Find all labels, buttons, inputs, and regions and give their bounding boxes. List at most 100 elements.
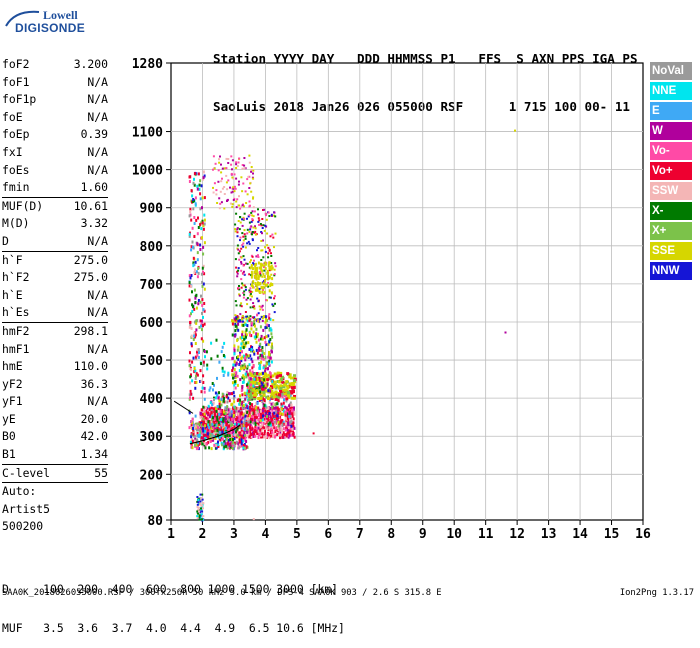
echo-point [198, 183, 201, 187]
echo-point [203, 350, 206, 353]
echo-point [223, 425, 226, 429]
y-tick-label: 400 [140, 392, 164, 407]
echo-point [239, 403, 242, 406]
echo-point [245, 375, 248, 379]
echo-point [270, 273, 273, 276]
echo-point [259, 396, 263, 400]
echo-point [255, 332, 258, 336]
echo-point [212, 155, 215, 158]
echo-point [250, 407, 253, 411]
echo-point [197, 428, 200, 432]
echo-point [232, 199, 235, 201]
logo-arc-icon [5, 10, 40, 27]
echo-point [274, 430, 277, 433]
echo-point [232, 373, 235, 377]
echo-point [250, 274, 253, 277]
echo-point [199, 430, 202, 434]
echo-point [279, 423, 282, 427]
echo-point [222, 394, 225, 398]
echo-point [229, 428, 232, 432]
echo-point [239, 367, 242, 371]
echo-point [194, 414, 197, 418]
echo-point [254, 376, 257, 380]
echo-point [263, 266, 265, 269]
echo-point [189, 210, 192, 214]
echo-point [218, 405, 221, 409]
echo-point [254, 275, 257, 279]
echo-point [243, 293, 246, 296]
echo-point [252, 172, 254, 175]
echo-point [270, 389, 274, 393]
echo-point [194, 443, 197, 447]
echo-point [218, 422, 221, 426]
echo-point [267, 334, 270, 338]
param-row: foF1p N/A [2, 91, 108, 109]
echo-point [188, 274, 191, 278]
echo-point [200, 504, 203, 507]
echo-point [258, 379, 262, 383]
echo-point [194, 377, 197, 380]
echo-point [242, 235, 245, 238]
echo-point [214, 162, 217, 165]
echo-point [279, 374, 282, 378]
echo-point [245, 335, 247, 339]
echo-point [251, 380, 255, 384]
echo-point [240, 176, 243, 179]
echo-point [269, 423, 272, 427]
echo-point [218, 161, 221, 164]
echo-point [238, 431, 241, 435]
echo-point [250, 327, 253, 331]
echo-point [253, 397, 256, 401]
echo-point [266, 323, 269, 327]
echo-point [290, 424, 293, 428]
param-row: h`Es N/A [2, 304, 108, 322]
echo-point [243, 420, 246, 424]
echo-point [266, 410, 269, 414]
echo-point [254, 264, 257, 268]
echo-point [212, 432, 215, 436]
echo-point [238, 436, 241, 440]
echo-point [262, 393, 266, 397]
echo-point [250, 270, 253, 274]
echo-point [242, 182, 245, 185]
echo-point [237, 407, 240, 410]
echo-point [202, 324, 204, 327]
echo-point [241, 218, 244, 221]
echo-point [259, 372, 263, 376]
echo-point [221, 187, 224, 190]
echo-point [193, 370, 196, 374]
echo-point [290, 396, 294, 400]
echo-point [242, 446, 245, 450]
echo-point [203, 302, 206, 305]
echo-point [256, 297, 259, 300]
echo-point [293, 406, 295, 410]
echo-point [201, 518, 203, 521]
echo-point [208, 429, 211, 432]
header-columns: Station YYYY DAY DDD HHMMSS P1 FFS S AXN… [213, 51, 638, 66]
echo-point [239, 351, 242, 355]
echo-point [203, 420, 205, 424]
echo-point [242, 242, 245, 245]
echo-point [202, 170, 205, 174]
echo-point [222, 419, 225, 423]
echo-point [241, 190, 244, 193]
echo-point [217, 421, 220, 425]
echo-point [196, 428, 198, 432]
echo-point [217, 428, 220, 432]
echo-point [203, 439, 205, 443]
echo-point [210, 341, 213, 345]
echo-point [230, 441, 233, 445]
echo-point [190, 334, 193, 338]
echo-point [208, 446, 211, 450]
echo-point [256, 372, 258, 375]
echo-point [201, 221, 204, 225]
echo-point [228, 427, 231, 431]
y-tick-label: 1000 [132, 164, 163, 179]
echo-point [273, 273, 276, 276]
echo-point [293, 410, 296, 414]
echo-point [275, 396, 278, 400]
echo-point [195, 374, 197, 378]
echo-point [217, 396, 220, 400]
echo-point [243, 167, 246, 170]
echo-point [196, 496, 199, 498]
